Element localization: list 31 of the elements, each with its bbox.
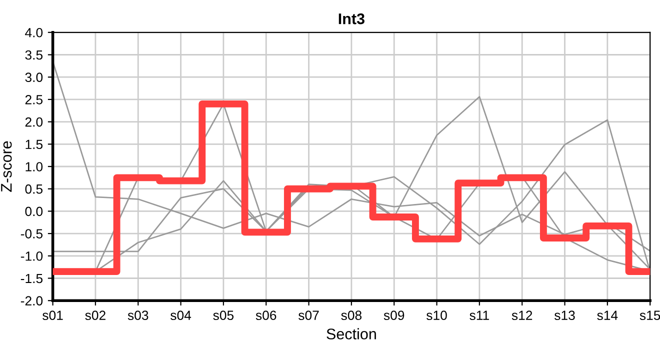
y-tick-label: 2.5 bbox=[25, 95, 43, 104]
y-tick-label: 3.0 bbox=[25, 72, 43, 82]
x-tick-label: s05 bbox=[213, 310, 234, 320]
y-tick-label: 2.0 bbox=[25, 117, 43, 127]
y-tick-label: 3.5 bbox=[25, 50, 43, 60]
y-tick-label: -1.0 bbox=[20, 251, 43, 261]
y-tick-label: -0.5 bbox=[20, 229, 43, 238]
x-tick-label: s15 bbox=[640, 310, 660, 320]
y-tick-label: 0.0 bbox=[25, 206, 43, 216]
chart-title: Int3 bbox=[338, 13, 364, 24]
y-tick-label: 1.5 bbox=[26, 140, 43, 150]
x-tick-label: s13 bbox=[554, 310, 575, 320]
x-tick-label: s01 bbox=[42, 310, 63, 320]
x-tick-label: s03 bbox=[128, 310, 148, 320]
x-tick-label: s12 bbox=[512, 310, 532, 320]
y-tick-label: 0.5 bbox=[25, 184, 43, 194]
x-tick-label: s08 bbox=[341, 310, 362, 320]
y-tick-label: 1.0 bbox=[26, 162, 43, 172]
x-tick-label: s10 bbox=[426, 310, 447, 320]
x-axis-title: Section bbox=[326, 328, 376, 340]
x-tick-label: s06 bbox=[256, 310, 276, 320]
x-tick-label: s14 bbox=[597, 310, 618, 320]
x-tick-label: s07 bbox=[298, 310, 319, 320]
x-tick-label: s09 bbox=[384, 310, 404, 320]
y-tick-label: 4.0 bbox=[25, 28, 43, 38]
x-tick-label: s04 bbox=[170, 310, 192, 320]
y-axis-title: Z-score bbox=[1, 141, 12, 192]
x-tick-label: s11 bbox=[470, 310, 489, 320]
y-tick-label: -1.5 bbox=[20, 274, 43, 284]
x-tick-label: s02 bbox=[85, 310, 106, 320]
y-tick-label: -2.0 bbox=[20, 296, 43, 306]
